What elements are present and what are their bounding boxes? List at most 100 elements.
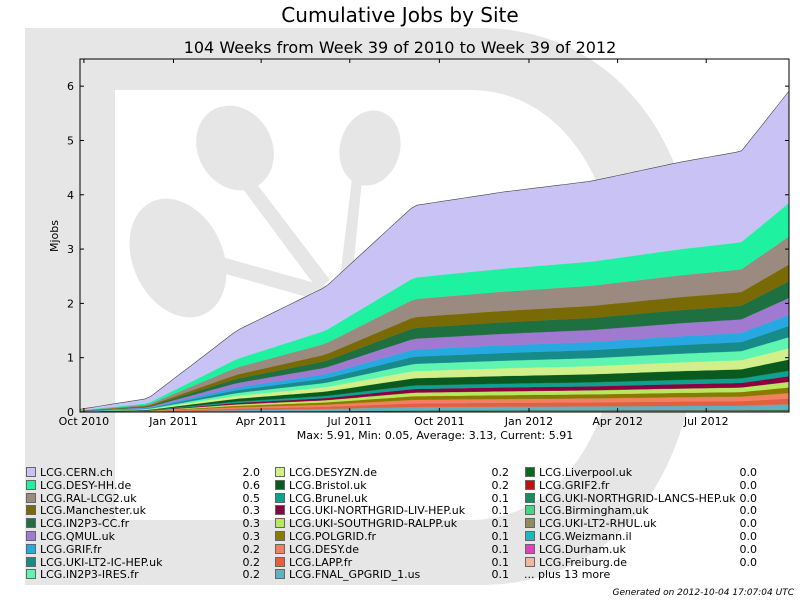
legend-swatch	[26, 505, 36, 516]
legend-value: 0.1	[491, 542, 510, 556]
legend-label: LCG.FNAL_GPGRID_1.us	[289, 568, 421, 582]
legend-swatch	[26, 492, 36, 503]
legend-swatch	[525, 492, 535, 503]
legend-value: 0.3	[242, 517, 261, 531]
y-tick-label: 3	[67, 243, 74, 256]
legend-swatch	[525, 531, 535, 541]
y-tick-label: 6	[67, 80, 74, 93]
legend-swatch	[525, 467, 535, 477]
legend-value: 0.3	[242, 530, 261, 543]
total-outline	[79, 90, 790, 410]
legend-item: LCG.GRIF2.fr 0.0	[525, 479, 757, 492]
legend-item: LCG.Durham.uk 0.0	[525, 543, 757, 556]
legend-value: 0.6	[242, 478, 261, 492]
x-tick-label: Jul 2012	[683, 415, 729, 428]
legend-item: LCG.IN2P3-CC.fr 0.3	[26, 517, 260, 530]
legend-item: LCG.Brunel.uk 0.1	[275, 492, 509, 505]
x-tick-label: Apr 2012	[592, 415, 643, 428]
legend-item: LCG.IN2P3-IRES.fr 0.2	[26, 568, 260, 581]
y-tick-label: 5	[67, 134, 74, 147]
legend-swatch	[275, 543, 285, 554]
legend-label: LCG.LAPP.fr	[289, 555, 353, 569]
legend-item: LCG.DESYZN.de 0.2	[275, 466, 509, 479]
legend-label: LCG.CERN.ch	[40, 466, 113, 479]
legend-item: LCG.DESY.de 0.1	[275, 543, 509, 556]
y-tick-label: 4	[67, 189, 74, 202]
legend-value: 0.2	[491, 478, 510, 492]
legend-value: 0.0	[739, 542, 758, 556]
legend-label: LCG.GRIF.fr	[40, 542, 102, 556]
legend-more: ... plus 13 more	[524, 568, 611, 582]
legend-item: LCG.UKI-LT2-IC-HEP.uk 0.2	[26, 556, 260, 569]
legend-label: LCG.IN2P3-IRES.fr	[40, 568, 139, 582]
legend-item: LCG.UKI-NORTHGRID-LIV-HEP.uk 0.1	[275, 504, 509, 517]
legend-label: LCG.Birmingham.uk	[539, 504, 649, 518]
legend-label: LCG.UKI-NORTHGRID-LIV-HEP.uk	[289, 504, 466, 518]
legend-label: LCG.UKI-LT2-RHUL.uk	[539, 517, 657, 531]
legend-swatch	[26, 479, 36, 490]
legend-item: LCG.FNAL_GPGRID_1.us 0.1	[275, 568, 509, 581]
x-tick-label: Oct 2010	[59, 415, 110, 428]
legend-item: LCG.Weizmann.il 0.0	[525, 530, 757, 543]
y-tick-label: 2	[67, 297, 74, 310]
legend-item: LCG.QMUL.uk 0.3	[26, 530, 260, 543]
legend-label: LCG.QMUL.uk	[40, 530, 115, 543]
legend-label: LCG.Freiburg.de	[539, 555, 627, 569]
legend-label: LCG.Manchester.uk	[40, 504, 146, 518]
legend-swatch	[275, 556, 285, 567]
legend-label: LCG.UKI-SOUTHGRID-RALPP.uk	[289, 517, 458, 531]
legend-swatch	[26, 467, 36, 477]
legend-value: 0.0	[739, 491, 758, 505]
legend-label: LCG.Weizmann.il	[539, 530, 632, 543]
legend-value: 0.1	[491, 530, 510, 543]
legend-item: LCG.GRIF.fr 0.2	[26, 543, 260, 556]
legend-item: LCG.Birmingham.uk 0.0	[525, 504, 757, 517]
legend-label: LCG.UKI-NORTHGRID-LANCS-HEP.uk	[539, 491, 736, 505]
legend-item: LCG.UKI-SOUTHGRID-RALPP.uk 0.1	[275, 517, 509, 530]
legend-item: LCG.RAL-LCG2.uk 0.5	[26, 492, 260, 505]
y-tick-label: 0	[67, 406, 74, 419]
legend-label: LCG.DESYZN.de	[289, 466, 377, 479]
x-tick-label: Jan 2011	[148, 415, 197, 428]
legend-label: LCG.RAL-LCG2.uk	[40, 491, 137, 505]
legend-swatch	[275, 467, 285, 477]
legend-swatch	[525, 543, 535, 554]
legend-value: 0.2	[242, 568, 261, 582]
legend-value: 2.0	[242, 466, 261, 479]
legend-value: 0.0	[739, 466, 758, 479]
legend-swatch	[26, 518, 36, 529]
legend-value: 0.5	[242, 491, 261, 505]
legend-swatch	[525, 479, 535, 490]
legend-swatch	[275, 518, 285, 529]
legend-swatch	[275, 492, 285, 503]
legend-value: 0.1	[491, 555, 510, 569]
legend-swatch	[275, 479, 285, 490]
legend-value: 0.0	[739, 478, 758, 492]
legend-value: 0.2	[242, 555, 261, 569]
legend-label: LCG.DESY-HH.de	[40, 478, 132, 492]
legend-swatch	[26, 569, 36, 580]
legend-label: LCG.IN2P3-CC.fr	[40, 517, 130, 531]
legend-value: 0.0	[739, 517, 758, 531]
generated-timestamp: Generated on 2012-10-04 17:07:04 UTC	[612, 588, 795, 598]
legend-swatch	[275, 505, 285, 516]
chart-title: Cumulative Jobs by Site	[281, 3, 519, 27]
legend-label: LCG.Brunel.uk	[289, 491, 368, 505]
y-axis-label: Mjobs	[48, 220, 61, 252]
legend-item: LCG.LAPP.fr 0.1	[275, 556, 509, 569]
legend-value: 0.1	[491, 517, 510, 531]
legend-item: LCG.UKI-LT2-RHUL.uk 0.0	[525, 517, 757, 530]
legend-value: 0.1	[491, 504, 510, 518]
legend-value: 0.0	[739, 555, 758, 569]
x-tick-label: Apr 2011	[236, 415, 287, 428]
chart-subtitle: 104 Weeks from Week 39 of 2010 to Week 3…	[183, 38, 617, 57]
legend-label: LCG.Durham.uk	[539, 542, 626, 556]
legend-item: LCG.CERN.ch 2.0	[26, 466, 260, 479]
legend-swatch	[525, 518, 535, 529]
legend-value: 0.2	[491, 466, 510, 479]
legend-label: LCG.Liverpool.uk	[539, 466, 633, 479]
legend-swatch	[26, 543, 36, 554]
x-tick-label: Jul 2011	[326, 415, 372, 428]
